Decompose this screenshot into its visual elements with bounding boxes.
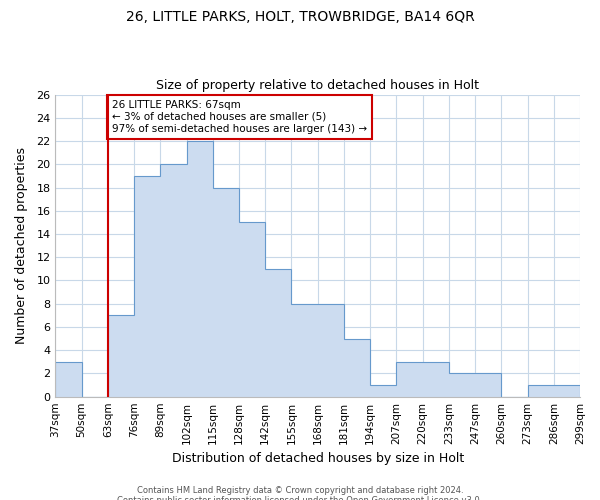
- Text: Contains HM Land Registry data © Crown copyright and database right 2024.: Contains HM Land Registry data © Crown c…: [137, 486, 463, 495]
- Title: Size of property relative to detached houses in Holt: Size of property relative to detached ho…: [156, 79, 479, 92]
- Text: 26, LITTLE PARKS, HOLT, TROWBRIDGE, BA14 6QR: 26, LITTLE PARKS, HOLT, TROWBRIDGE, BA14…: [125, 10, 475, 24]
- Text: Contains public sector information licensed under the Open Government Licence v3: Contains public sector information licen…: [118, 496, 482, 500]
- X-axis label: Distribution of detached houses by size in Holt: Distribution of detached houses by size …: [172, 452, 464, 465]
- Y-axis label: Number of detached properties: Number of detached properties: [15, 147, 28, 344]
- Text: 26 LITTLE PARKS: 67sqm
← 3% of detached houses are smaller (5)
97% of semi-detac: 26 LITTLE PARKS: 67sqm ← 3% of detached …: [112, 100, 367, 134]
